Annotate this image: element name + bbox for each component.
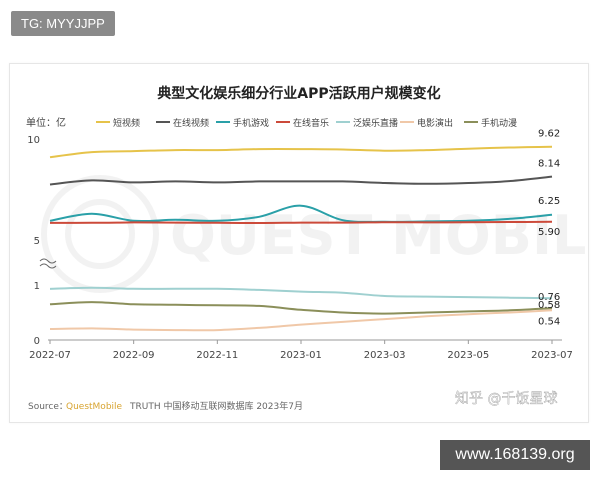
series-line	[49, 301, 553, 315]
y-tick-label: 5	[34, 236, 40, 247]
line-chart: QUEST MOBILE 典型文化娱乐细分行业APP活跃用户规模变化 单位：亿 …	[26, 85, 588, 412]
legend: 短视频 在线视频 手机游戏 在线音乐 泛娱乐直播 电影演出 手机动漫	[96, 117, 517, 129]
legend-label: 手机游戏	[233, 117, 269, 129]
x-tick-labels: 2022-07 2022-09 2022-11 2023-01 2023-03 2023-…	[29, 340, 573, 361]
series-line	[49, 204, 553, 223]
series-line	[49, 286, 553, 300]
x-tick-label: 2022-09	[113, 350, 155, 361]
y-tick-label: 0	[34, 336, 40, 347]
x-tick-label: 2023-01	[280, 350, 322, 361]
x-tick-label: 2022-07	[29, 350, 71, 361]
x-tick-label: 2023-05	[447, 350, 489, 361]
legend-label: 电影演出	[417, 117, 453, 129]
end-value-label: 8.14	[538, 159, 560, 170]
legend-label: 泛娱乐直播	[353, 117, 398, 129]
series-lines	[49, 145, 553, 332]
legend-item: 手机游戏	[216, 117, 269, 129]
x-tick-label: 2022-11	[196, 350, 238, 361]
source-brand: QuestMobile	[66, 402, 123, 412]
series-line	[49, 309, 553, 332]
legend-label: 短视频	[113, 117, 140, 129]
axis-break-mark	[39, 258, 57, 269]
chart-title: 典型文化娱乐细分行业APP活跃用户规模变化	[157, 85, 440, 102]
legend-item: 在线视频	[156, 117, 209, 129]
chart-card: QUEST MOBILE 典型文化娱乐细分行业APP活跃用户规模变化 单位：亿 …	[9, 63, 589, 423]
end-value-label: 0.76	[538, 292, 560, 303]
series-line	[49, 220, 553, 225]
legend-label: 在线音乐	[293, 117, 329, 129]
legend-item: 泛娱乐直播	[336, 117, 398, 129]
legend-label: 在线视频	[173, 117, 209, 129]
watermark-logo-text: QUEST MOBILE	[170, 204, 588, 267]
tg-badge: TG: MYYJJPP	[11, 11, 115, 36]
y-tick-labels: 0 1 5 10	[27, 135, 40, 347]
unit-label: 单位：亿	[26, 116, 66, 129]
site-badge: www.168139.org	[440, 440, 590, 470]
end-value-label: 9.62	[538, 129, 560, 140]
end-value-label: 0.58	[538, 300, 560, 311]
legend-label: 手机动漫	[481, 117, 517, 129]
end-labels: 9.62 8.14 6.25 5.90 0.76 0.54 0.58	[538, 129, 560, 328]
series-line	[49, 175, 553, 186]
end-value-label: 6.25	[538, 196, 560, 207]
y-tick-label: 1	[34, 281, 40, 292]
y-tick-label: 10	[27, 135, 40, 146]
x-tick-label: 2023-07	[531, 350, 573, 361]
legend-item: 手机动漫	[464, 117, 517, 129]
watermark-logo: QUEST MOBILE	[41, 175, 588, 293]
source-rest: TRUTH 中国移动互联网数据库 2023年7月	[129, 400, 303, 412]
legend-item: 电影演出	[400, 117, 453, 129]
end-value-label: 0.54	[538, 316, 560, 327]
legend-item: 在线音乐	[276, 117, 329, 129]
source-prefix: Source：	[28, 402, 68, 412]
series-line	[49, 145, 553, 159]
zhihu-watermark: 知乎 @千饭星球	[455, 390, 557, 407]
end-value-label: 5.90	[538, 227, 560, 238]
axes	[39, 258, 562, 341]
legend-item: 短视频	[96, 117, 140, 129]
x-tick-label: 2023-03	[364, 350, 406, 361]
